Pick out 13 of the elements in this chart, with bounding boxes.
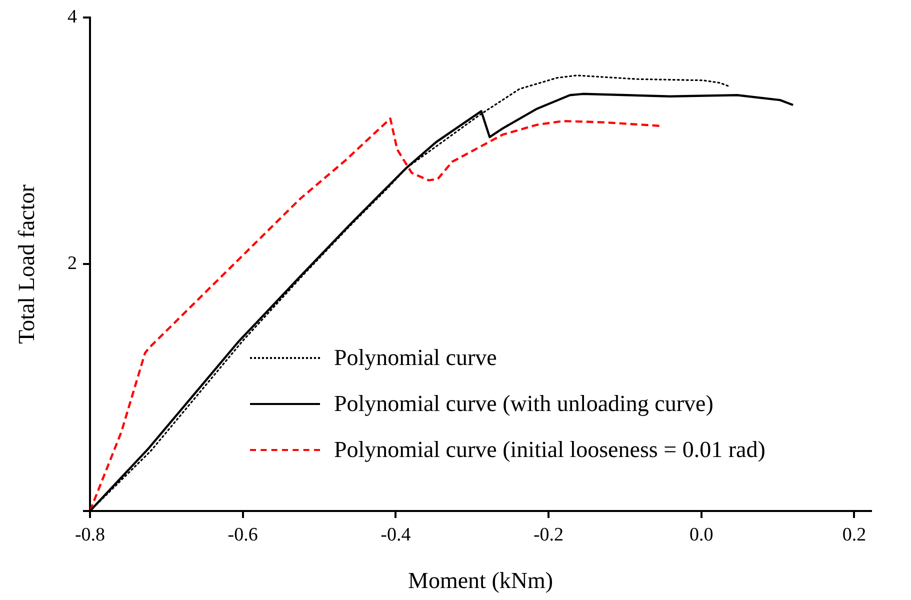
x-tick-label: -0.8 <box>74 524 106 546</box>
legend-label: Polynomial curve (with unloading curve) <box>334 391 714 417</box>
x-tick-label: -0.4 <box>380 524 412 546</box>
x-tick-label: 0.2 <box>842 524 866 546</box>
y-axis-title: Total Load factor <box>14 184 39 344</box>
legend-label: Polynomial curve <box>334 345 497 371</box>
y-tick-label: 2 <box>68 253 77 274</box>
x-tick-label: 0.0 <box>689 524 714 546</box>
legend-label: Polynomial curve (initial looseness = 0.01 rad) <box>334 437 766 463</box>
x-tick-label: -0.2 <box>533 524 564 546</box>
x-axis-title: Moment (kNm) <box>408 568 554 594</box>
x-tick-label: -0.6 <box>228 524 258 546</box>
y-tick-label: 4 <box>68 6 78 28</box>
